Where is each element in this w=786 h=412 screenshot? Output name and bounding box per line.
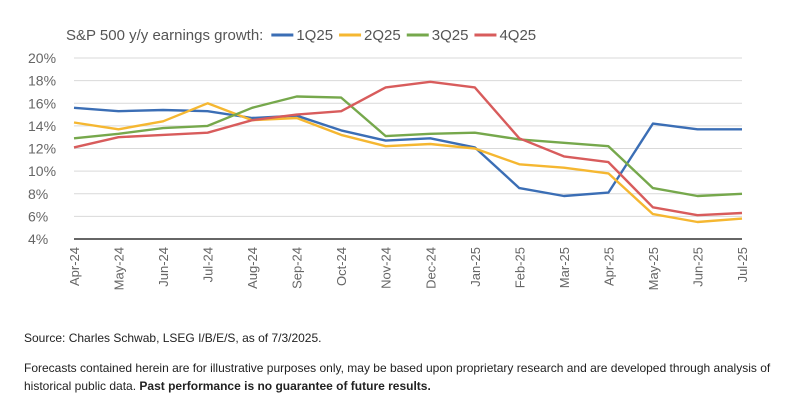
y-tick-label: 10%: [28, 163, 56, 179]
x-tick-label: Jul-24: [201, 247, 216, 282]
x-tick-label: Feb-25: [512, 247, 527, 288]
y-tick-label: 8%: [28, 186, 48, 202]
legend-label-4Q25: 4Q25: [499, 27, 536, 44]
disclaimer: Forecasts contained herein are for illus…: [24, 359, 774, 395]
y-tick-label: 18%: [28, 73, 56, 89]
chart-title: S&P 500 y/y earnings growth:: [66, 27, 263, 44]
y-tick-label: 4%: [28, 231, 48, 247]
x-axis-ticks: Apr-24 May-24 Jun-24 Jul-24 Aug-24 Sep-24 Oct-…: [67, 247, 750, 290]
disclaimer-text: Forecasts contained herein are for illus…: [24, 361, 771, 393]
x-tick-label: Dec-24: [423, 247, 438, 289]
x-tick-label: Nov-24: [379, 247, 394, 289]
x-tick-label: Sep-24: [290, 247, 305, 289]
source-note: Source: Charles Schwab, LSEG I/B/E/S, as…: [24, 331, 322, 345]
disclaimer-bold: Past performance is no guarantee of futu…: [139, 379, 431, 393]
series-line-4Q25: [73, 80, 743, 217]
x-tick-label: May-24: [112, 247, 127, 290]
legend-label-3Q25: 3Q25: [432, 27, 469, 44]
legend-label-1Q25: 1Q25: [296, 27, 333, 44]
series-lines: [73, 80, 743, 224]
x-tick-label: Apr-25: [601, 247, 616, 286]
series-line-1Q25: [73, 106, 742, 198]
x-tick-label: Apr-24: [67, 247, 82, 286]
x-tick-label: Jul-25: [735, 247, 750, 282]
y-tick-label: 20%: [28, 50, 56, 66]
legend-label-2Q25: 2Q25: [364, 27, 401, 44]
y-tick-label: 12%: [28, 141, 56, 157]
x-tick-label: Jan-25: [468, 247, 483, 287]
x-tick-label: Jun-24: [156, 247, 171, 287]
y-axis-ticks: 4% 6% 8% 10% 12% 14% 16% 18% 20%: [28, 50, 56, 247]
legend: 1Q25 2Q25 3Q25 4Q25: [271, 27, 536, 44]
x-tick-label: Oct-24: [334, 247, 349, 286]
y-tick-label: 6%: [28, 208, 48, 224]
x-tick-label: Aug-24: [245, 247, 260, 289]
y-tick-label: 16%: [28, 95, 56, 111]
gridlines: [74, 57, 742, 217]
series-line-3Q25: [73, 95, 743, 198]
earnings-growth-chart: 4% 6% 8% 10% 12% 14% 16% 18% 20% Apr-24 May-24 Jun…: [28, 27, 750, 290]
x-tick-label: Jun-25: [690, 247, 705, 287]
series-line-2Q25: [73, 102, 743, 224]
y-tick-label: 14%: [28, 118, 56, 134]
x-tick-label: Mar-25: [557, 247, 572, 288]
x-tick-label: May-25: [646, 247, 661, 290]
